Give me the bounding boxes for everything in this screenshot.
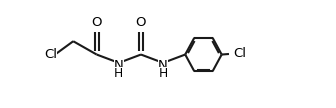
Text: O: O	[91, 16, 102, 29]
Text: O: O	[136, 16, 146, 29]
Text: N: N	[114, 59, 124, 72]
Text: N: N	[158, 59, 168, 72]
Text: Cl: Cl	[44, 48, 57, 61]
Text: H: H	[114, 67, 123, 80]
Text: Cl: Cl	[234, 47, 247, 60]
Text: H: H	[159, 67, 168, 80]
